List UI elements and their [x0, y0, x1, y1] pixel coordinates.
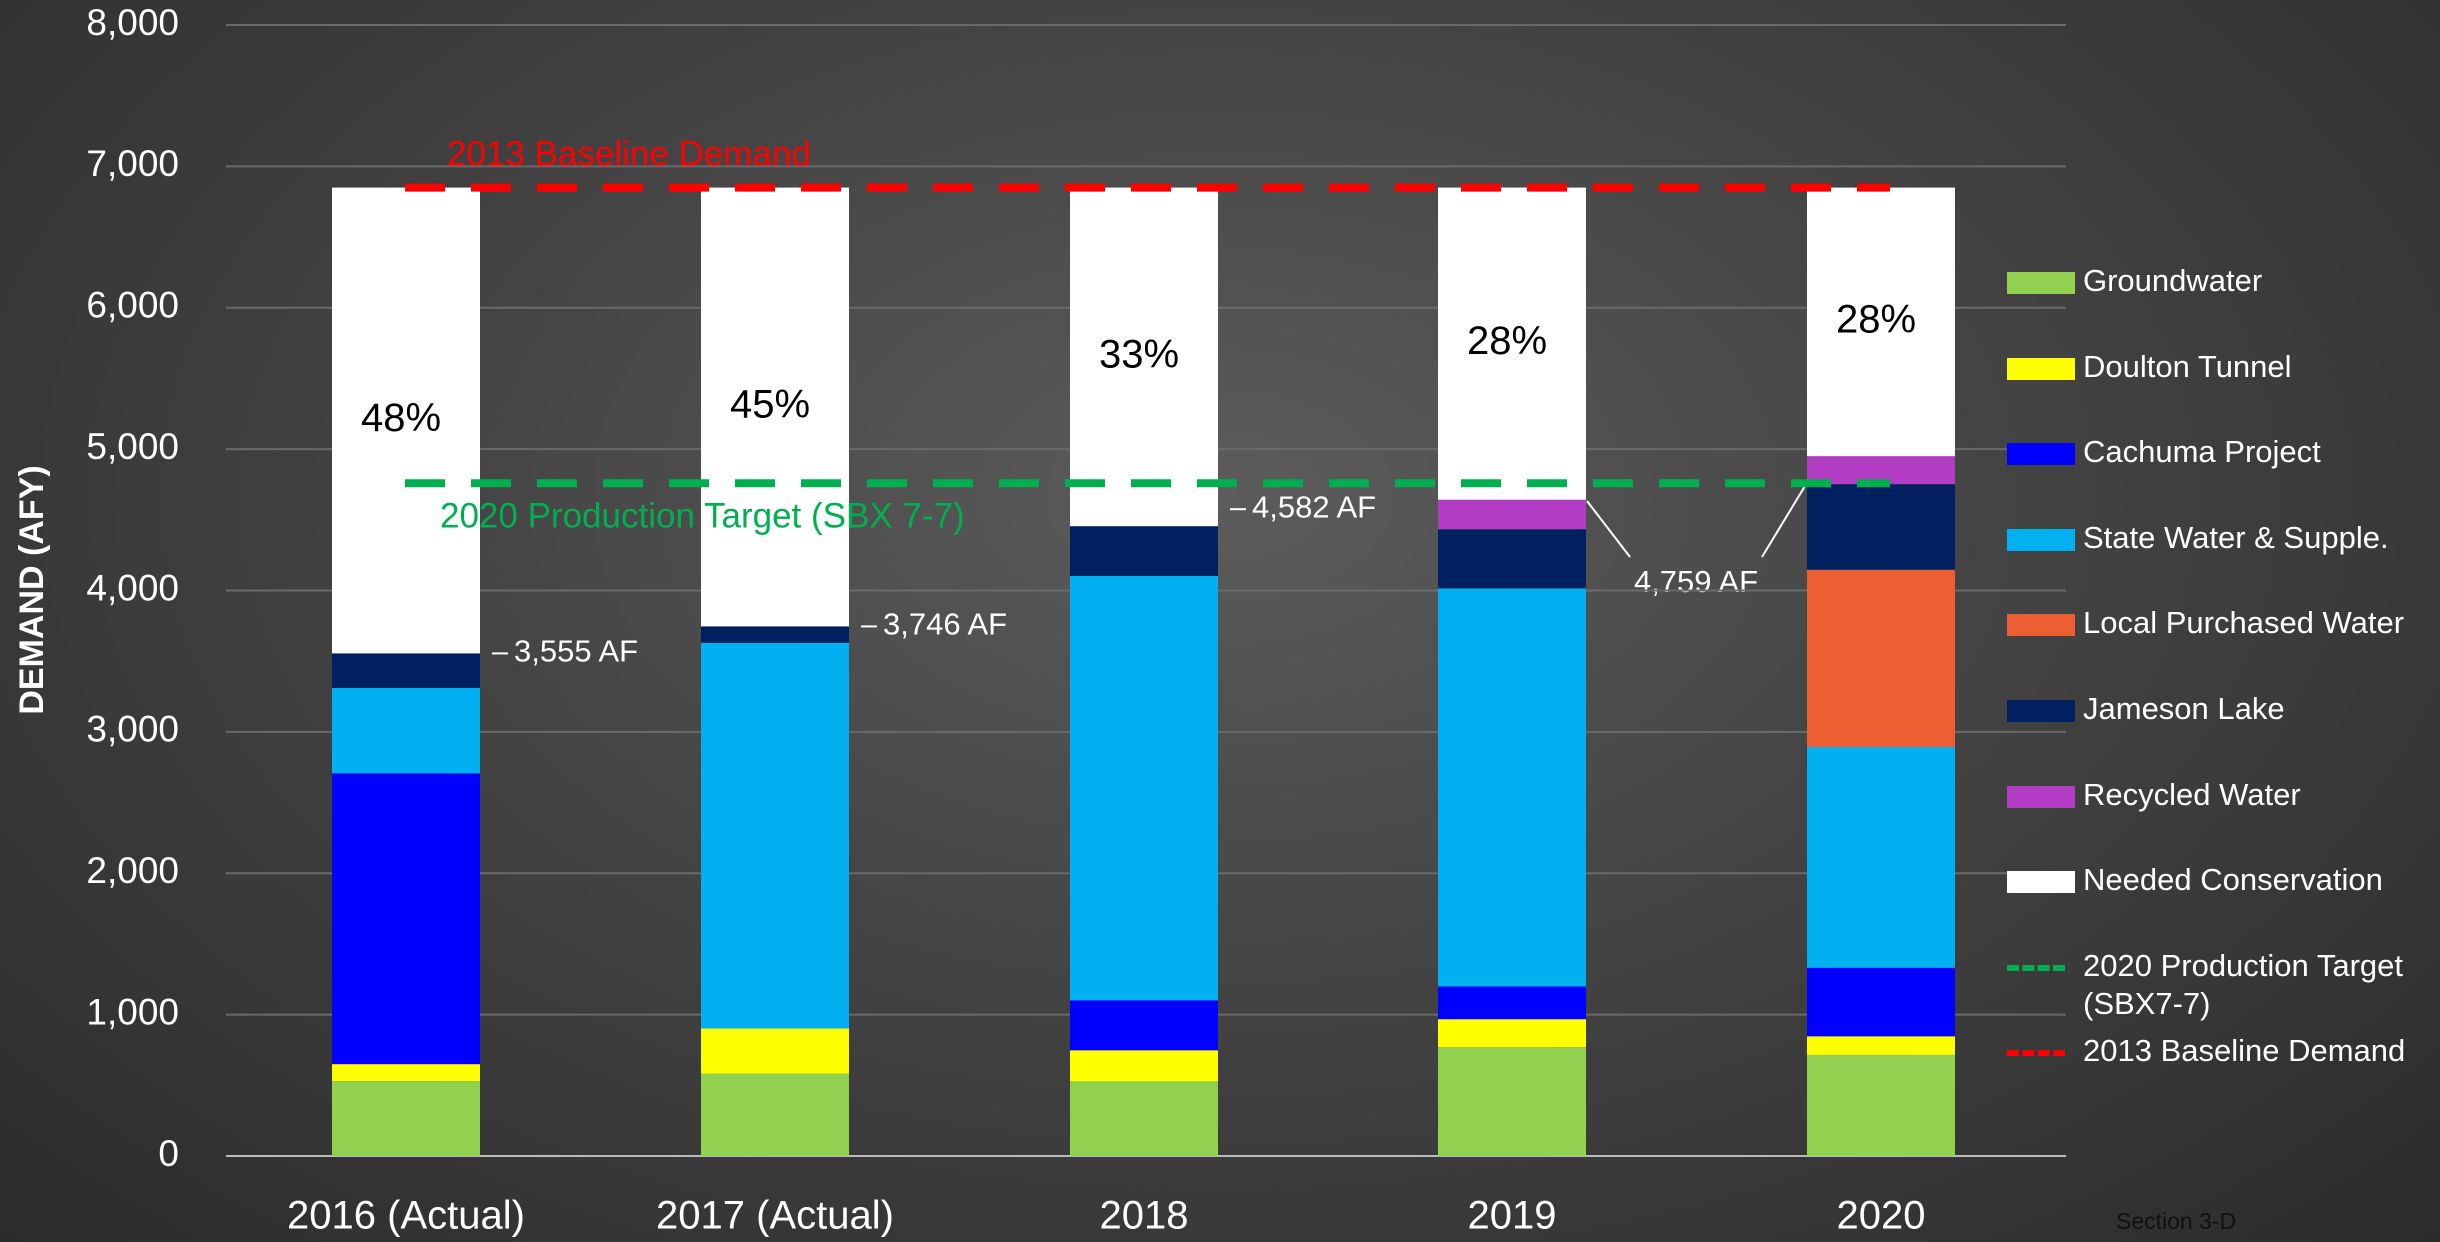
- legend-item: 2020 Production Target (SBX7-7): [2007, 943, 2437, 1029]
- legend-swatch: [2007, 443, 2075, 466]
- bar-segment: [1438, 187, 1586, 500]
- bar-segment: [1070, 187, 1218, 527]
- bar-segment: [1070, 526, 1218, 576]
- legend-item: Groundwater: [2007, 258, 2437, 344]
- conservation-label: 28%: [1467, 319, 1547, 363]
- legend-swatch: [2007, 785, 2075, 808]
- callout-line: [1586, 500, 1631, 558]
- bar-segment: [1438, 986, 1586, 1020]
- bar-segment: [701, 1028, 849, 1074]
- bar-segment: [1438, 588, 1586, 987]
- conservation-label: 33%: [1099, 332, 1179, 376]
- bar-segment: [332, 187, 480, 654]
- bar-segment: [701, 1073, 849, 1156]
- legend-swatch: [2007, 614, 2075, 637]
- callout-line: [1761, 485, 1806, 558]
- legend-item: Needed Conservation: [2007, 857, 2437, 943]
- bar-segment: [1438, 1047, 1586, 1156]
- legend-label: Cachuma Project: [2083, 434, 2321, 470]
- bar-segment: [701, 626, 849, 643]
- y-tick-label: 1,000: [86, 991, 179, 1032]
- legend-label: 2020 Production Target (SBX7-7): [2083, 947, 2403, 1021]
- bar-segment: [1438, 529, 1586, 589]
- supply-label: 3,555 AF: [514, 634, 638, 669]
- bar-segment: [1070, 1050, 1218, 1082]
- bar-segment: [1070, 1081, 1218, 1156]
- footer: Section 3-D: [2116, 1208, 2237, 1234]
- reference-label: 2020 Production Target (SBX 7-7): [440, 496, 965, 535]
- bar-segment: [1070, 575, 1218, 1001]
- bar-segment: [332, 1064, 480, 1082]
- y-axis-label: DEMAND (AFY): [13, 465, 51, 714]
- reference-label: 2013 Baseline Demand: [447, 134, 811, 173]
- bar-segment: [1807, 747, 1955, 968]
- bar-segment: [1438, 1019, 1586, 1048]
- legend: Groundwater Doulton Tunnel Cachuma Project…: [2007, 258, 2437, 1114]
- x-tick-label: 2020: [1837, 1194, 1926, 1238]
- y-tick-label: 5,000: [86, 426, 179, 467]
- legend-item: Recycled Water: [2007, 772, 2437, 858]
- bar-segment: [1807, 187, 1955, 457]
- supply-label: 4,582 AF: [1252, 489, 1376, 524]
- legend-label: State Water & Supple.: [2083, 519, 2389, 555]
- x-tick-label: 2017 (Actual): [656, 1194, 894, 1238]
- legend-swatch: [2007, 357, 2075, 380]
- legend-swatch: [2007, 871, 2075, 894]
- bar-segment: [332, 1081, 480, 1156]
- legend-label: Local Purchased Water: [2083, 605, 2405, 641]
- conservation-label: 45%: [730, 383, 810, 427]
- x-tick-label: 2016 (Actual): [287, 1194, 525, 1238]
- legend-swatch: [2007, 528, 2075, 551]
- legend-line: [2007, 964, 2065, 971]
- bar-segment: [1807, 967, 1955, 1037]
- legend-item: Jameson Lake: [2007, 686, 2437, 772]
- bar-segment: [1438, 499, 1586, 530]
- bar-segment: [1070, 1000, 1218, 1051]
- bar-segment: [332, 773, 480, 1065]
- legend-item: Doulton Tunnel: [2007, 344, 2437, 430]
- legend-label: Doulton Tunnel: [2083, 348, 2292, 384]
- legend-label: Groundwater: [2083, 263, 2263, 298]
- target-callout: 4,759 AF: [1634, 564, 1758, 599]
- bar-segment: [1807, 1054, 1955, 1156]
- legend-label: Jameson Lake: [2083, 690, 2285, 726]
- bar-segment: [1807, 1036, 1955, 1055]
- bar-segment: [332, 653, 480, 688]
- bar-segment: [332, 687, 480, 774]
- y-tick-label: 3,000: [86, 709, 179, 750]
- y-tick-label: 6,000: [86, 285, 179, 326]
- legend-label: Needed Conservation: [2083, 862, 2383, 898]
- bar-segment: [1807, 484, 1955, 570]
- x-tick-label: 2018: [1100, 1194, 1189, 1238]
- bar-segment: [1807, 569, 1955, 748]
- conservation-label: 48%: [361, 396, 441, 440]
- x-tick-label: 2019: [1468, 1194, 1557, 1238]
- bar-segment: [701, 642, 849, 1029]
- y-tick-label: 7,000: [86, 143, 179, 184]
- y-tick-label: 2,000: [86, 850, 179, 891]
- bar-segment: [701, 187, 849, 627]
- legend-item: Cachuma Project: [2007, 429, 2437, 515]
- legend-line: [2007, 1050, 2065, 1057]
- legend-label: Recycled Water: [2083, 776, 2301, 812]
- legend-label: 2013 Baseline Demand: [2083, 1033, 2406, 1069]
- legend-swatch: [2007, 272, 2075, 294]
- legend-swatch: [2007, 699, 2075, 722]
- supply-label: 3,746 AF: [883, 607, 1007, 642]
- y-tick-label: 0: [158, 1133, 179, 1174]
- y-tick-label: 4,000: [86, 567, 179, 608]
- legend-item: Local Purchased Water: [2007, 600, 2437, 686]
- legend-item: 2013 Baseline Demand: [2007, 1028, 2437, 1114]
- y-tick-label: 8,000: [86, 2, 179, 43]
- conservation-label: 28%: [1836, 297, 1916, 341]
- legend-item: State Water & Supple.: [2007, 515, 2437, 601]
